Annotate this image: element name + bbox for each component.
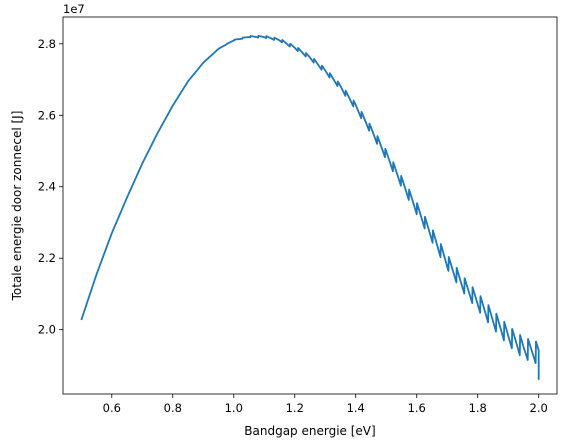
- y-tick-label: 2.2: [38, 251, 56, 265]
- x-tick-label: 1.4: [347, 401, 365, 415]
- y-tick-label: 2.8: [38, 37, 56, 51]
- x-tick-label: 0.8: [164, 401, 182, 415]
- y-axis: 2.0 2.2 2.4 2.6 2.8: [38, 37, 63, 337]
- plot-area: 0.6 0.8 1.0 1.2 1.4 1.6 1.8 2.0 2.0 2.2 2.4 2.6 2.8: [38, 16, 558, 415]
- y-axis-label: Totale energie door zonnecel [J]: [10, 111, 24, 302]
- y-tick-label: 2.0: [38, 323, 56, 337]
- series-line: [80, 34, 540, 380]
- x-axis-label: Bandgap energie [eV]: [244, 424, 375, 438]
- axes-frame: [62, 16, 558, 395]
- x-tick-label: 2.0: [530, 401, 548, 415]
- y-tick-label: 2.4: [38, 180, 56, 194]
- x-tick-label: 1.0: [225, 401, 243, 415]
- y-offset-label: 1e7: [63, 2, 85, 16]
- y-tick-label: 2.6: [38, 108, 56, 122]
- x-tick-label: 1.2: [286, 401, 304, 415]
- x-axis: 0.6 0.8 1.0 1.2 1.4 1.6 1.8 2.0: [103, 394, 548, 415]
- x-tick-label: 1.8: [469, 401, 487, 415]
- x-tick-label: 0.6: [103, 401, 121, 415]
- x-tick-label: 1.6: [408, 401, 426, 415]
